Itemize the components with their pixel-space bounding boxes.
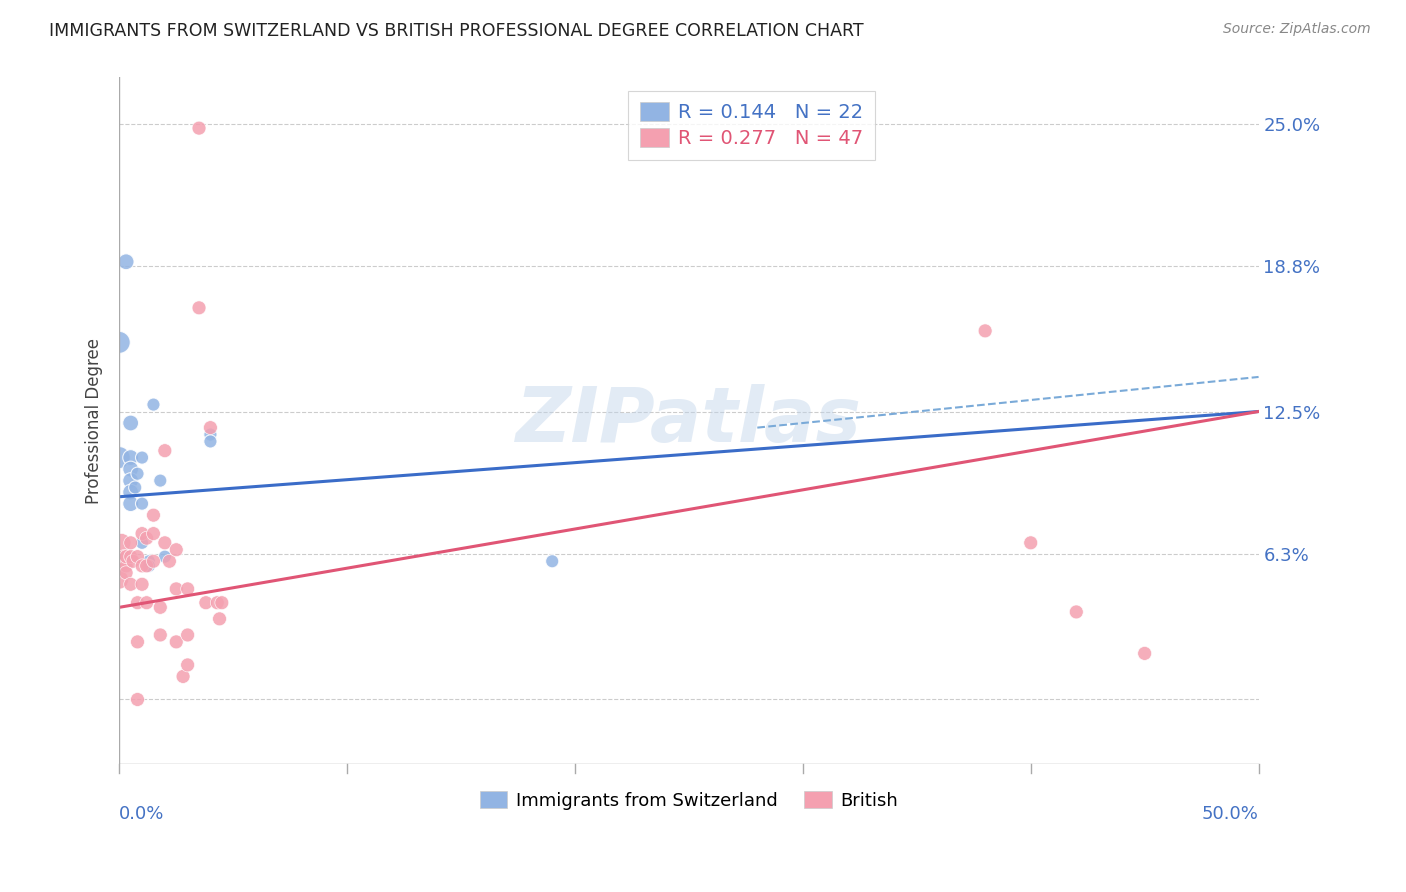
Point xyxy=(135,558,157,573)
Point xyxy=(541,554,564,568)
Point xyxy=(157,554,180,568)
Point xyxy=(135,596,157,610)
Point xyxy=(124,481,146,495)
Point xyxy=(115,558,138,573)
Point xyxy=(153,536,176,550)
Point xyxy=(974,324,997,338)
Text: Source: ZipAtlas.com: Source: ZipAtlas.com xyxy=(1223,22,1371,37)
Point xyxy=(120,450,142,465)
Point xyxy=(120,474,142,488)
Point xyxy=(112,549,135,564)
Point xyxy=(165,542,187,557)
Point xyxy=(176,582,198,596)
Point xyxy=(120,549,142,564)
Point xyxy=(120,416,142,430)
Point xyxy=(138,558,160,573)
Point xyxy=(127,596,149,610)
Point xyxy=(153,443,176,458)
Point xyxy=(142,508,165,523)
Point xyxy=(142,526,165,541)
Point xyxy=(131,558,153,573)
Point xyxy=(131,577,153,591)
Legend: Immigrants from Switzerland, British: Immigrants from Switzerland, British xyxy=(472,783,905,817)
Point xyxy=(131,450,153,465)
Point xyxy=(176,628,198,642)
Point xyxy=(108,450,131,465)
Point xyxy=(135,531,157,545)
Point xyxy=(149,628,172,642)
Point xyxy=(127,549,149,564)
Point xyxy=(149,600,172,615)
Point xyxy=(200,434,222,449)
Point xyxy=(115,566,138,580)
Point xyxy=(108,335,131,350)
Point xyxy=(1066,605,1088,619)
Point xyxy=(176,657,198,672)
Point xyxy=(110,536,132,550)
Point xyxy=(142,554,165,568)
Point xyxy=(131,526,153,541)
Point xyxy=(165,635,187,649)
Point xyxy=(188,301,211,315)
Point xyxy=(200,427,222,442)
Point xyxy=(211,596,233,610)
Point xyxy=(1133,647,1156,661)
Text: 0.0%: 0.0% xyxy=(120,805,165,823)
Point xyxy=(194,596,217,610)
Point xyxy=(142,398,165,412)
Point xyxy=(127,692,149,706)
Point xyxy=(149,474,172,488)
Point xyxy=(120,577,142,591)
Point xyxy=(172,669,194,683)
Point xyxy=(115,549,138,564)
Point xyxy=(131,497,153,511)
Point xyxy=(120,462,142,476)
Point xyxy=(120,536,142,550)
Point xyxy=(127,467,149,481)
Point xyxy=(188,121,211,136)
Point xyxy=(138,554,160,568)
Point xyxy=(110,554,132,568)
Point xyxy=(1019,536,1042,550)
Y-axis label: Professional Degree: Professional Degree xyxy=(86,338,103,504)
Text: IMMIGRANTS FROM SWITZERLAND VS BRITISH PROFESSIONAL DEGREE CORRELATION CHART: IMMIGRANTS FROM SWITZERLAND VS BRITISH P… xyxy=(49,22,863,40)
Point xyxy=(207,596,229,610)
Point xyxy=(127,635,149,649)
Point xyxy=(122,554,145,568)
Point xyxy=(120,485,142,500)
Text: 50.0%: 50.0% xyxy=(1202,805,1258,823)
Point xyxy=(200,420,222,434)
Point xyxy=(108,573,131,587)
Text: ZIPatlas: ZIPatlas xyxy=(516,384,862,458)
Point xyxy=(131,536,153,550)
Point xyxy=(120,497,142,511)
Point xyxy=(115,254,138,268)
Point xyxy=(165,582,187,596)
Point xyxy=(208,612,231,626)
Point xyxy=(153,549,176,564)
